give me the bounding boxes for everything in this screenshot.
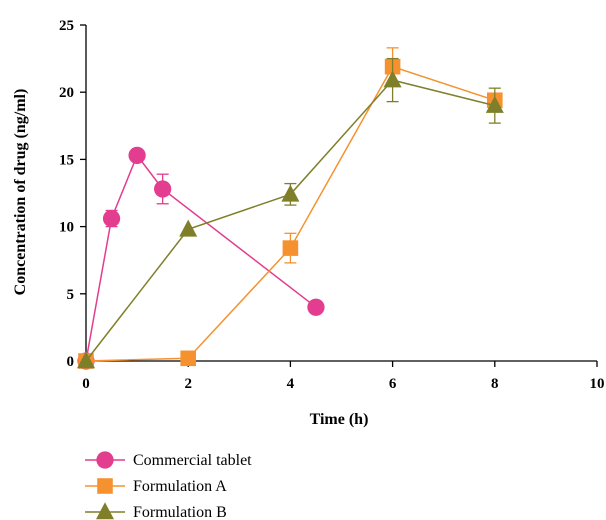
data-point [307,298,325,316]
legend-item: Commercial tablet [85,451,252,469]
y-tick-label: 5 [67,287,75,303]
data-point [180,350,196,367]
x-tick-label: 10 [590,376,605,392]
data-point [77,351,95,369]
data-point [179,219,198,237]
series-formulation-a [78,47,503,369]
y-tick-label: 25 [59,18,74,34]
x-tick-label: 4 [287,376,295,392]
legend-label: Formulation A [133,478,227,495]
series-line [85,65,496,362]
y-tick-label: 15 [59,152,74,168]
legend-marker [97,478,113,494]
x-tick-label: 0 [82,376,90,392]
legend-label: Formulation B [133,504,227,520]
data-point [154,180,172,198]
series-line [85,79,495,362]
y-tick-label: 20 [59,85,74,101]
data-point [383,70,402,88]
axes: 0 2 4 6 8 10 0 5 10 15 20 25 [59,18,605,392]
legend-label: Commercial tablet [133,452,252,469]
x-tick-label: 8 [491,376,499,392]
legend-item: Formulation B [85,502,227,520]
series-layer [77,47,504,370]
series-commercial-tablet [77,146,325,370]
legend-marker [96,451,114,469]
data-point [128,146,146,165]
data-point [485,95,504,113]
data-point [102,209,121,228]
legend-item: Formulation A [85,478,227,495]
y-axis-title: Concentration of drug (ng/ml) [12,89,29,296]
data-point [282,240,299,256]
x-tick-label: 6 [389,376,397,392]
x-axis-title: Time (h) [310,411,369,428]
x-tick-label: 2 [184,376,192,392]
data-point [281,184,300,202]
legend-marker [96,502,114,520]
y-tick-label: 10 [59,220,74,236]
y-tick-label: 0 [67,354,75,370]
series-formulation-b [77,57,504,369]
legend: Commercial tablet Formulation A Formulatio… [85,451,252,520]
